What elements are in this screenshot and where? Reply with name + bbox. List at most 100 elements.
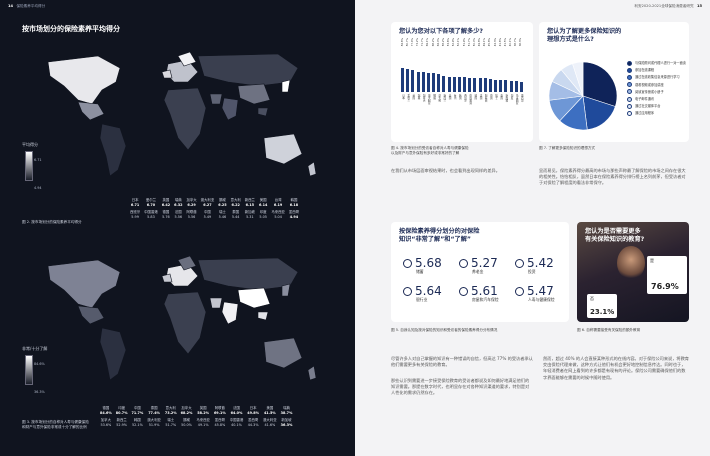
table-cell: 新加坡 [281,417,292,422]
legend-swatch [627,82,632,88]
bar [437,74,441,92]
legend-label: 阅读宣传册或小册子 [635,89,664,94]
legend-swatch [627,110,632,116]
table-cell: 71.7% [131,411,144,415]
table-cell: 6.19 [273,203,283,207]
no-value: 23.1% [590,308,615,316]
pie-legend-item: 参加在线课程 [627,67,686,74]
bar [432,72,435,92]
title-line: 您认为是否需要更多 [585,228,641,235]
table-cell: 5.04 [274,215,282,219]
bar-category-label: 意大利 [437,94,441,102]
legend-label: 参加在线课程 [635,68,655,73]
bar-value-label: 44.3% [493,38,497,47]
card-learning-pie: 您认为了解更多保险知识的 理想方式是什么? 与保险顾问或代理人进行一对一面谈 参加… [539,22,689,142]
bar-category-label: 阿联酋 [484,94,488,102]
card-title: 按保险素养得分划分的对保险 知识“非常了解”和“了解” [399,228,479,244]
table-cell: 49.1% [197,423,209,427]
pie-legend-item: 通过社交媒体平台 [627,103,686,110]
bar-category-label: 印度 [510,94,513,100]
table-row: 5.99 5.83 5.76 5.56 5.56 5.49 5.46 5.44 5.31 5.05… [128,214,301,220]
table-cell: 印度 [118,405,126,410]
card-title: 您认为是否需要更多 有关保险知识的教育? [585,228,644,244]
bar [483,78,487,92]
table-cell: 马来西亚 [196,417,210,422]
table-row: 德国 印度 中国 泰国 意大利 加拿大 英国 阿联酋 法国 日本 美国 瑞典 [98,404,294,410]
bar-value-label: 80.7% [405,38,409,47]
table-row: 加拿大 新西兰 韩国 澳大利亚 瑞士 挪威 马来西亚 墨西哥 中国香港 墨西哥 澳大利亚 新加坡 [98,416,294,422]
legend-label: 观看视频或参加讲座 [635,82,664,87]
table-cell: 马来西亚 [271,209,285,214]
bar-value-label: 38.7% [514,38,518,47]
bar-category-label: 英国 [411,94,415,100]
bar-value-label: 41.6% [498,38,502,47]
bar-value-label: 84.6% [400,38,404,47]
figure-caption-4: 图 4. 按市场划分的受访者自称对人寿与健康保险 以及财产与意外保险有多好或非常… [391,146,469,156]
bar-category-label: 墨西哥 [520,94,524,102]
legend-swatch [627,96,632,102]
caption-line: 图 4. 按市场划分的受访者自称对人寿与健康保险 [391,146,469,150]
bar-value-label: 45.8% [488,38,492,47]
left-header: 14 保险素养平均得分 [8,4,45,9]
table-cell: 51.7% [165,423,177,427]
title-line: 理想方式是什么? [547,36,594,43]
table-cell: 瑞士 [167,417,175,422]
table-cell: 44.3% [247,423,259,427]
legend-label: 与保险顾问或代理人进行一对一面谈 [635,61,686,65]
bar-category-label: 法国 [479,94,482,100]
card-title: 您认为了解更多保险知识的 理想方式是什么? [547,28,621,44]
category-icon [515,287,524,296]
stat-label: 养老金 [472,269,484,274]
legend-swatch [627,60,632,66]
table-cell: 73.2% [164,411,177,415]
table-cell: 6.22 [231,203,240,207]
table-cell: 加拿大 [181,405,192,410]
table-cell: 5.56 [187,215,196,219]
category-icon [403,287,412,296]
bar-value-label: 41.5% [503,38,507,47]
pie-chart [548,61,618,131]
bar [411,70,415,92]
stat-value: 5.64 [415,284,442,298]
table-cell: 38.7% [280,411,293,415]
table-cell: 意大利 [165,405,176,410]
table-cell: 53.6% [100,423,112,427]
bar-value-label: 58.2% [441,38,445,47]
table-cell: 新西兰 [244,197,255,202]
bar-category-label: 瑞典 [417,94,420,100]
bar-category-label: 台湾 [453,94,457,100]
table-cell: 69.1% [213,411,226,415]
figure-caption-3: 图 3. 按市场划分的自称对人寿与健康保险 和财产与意外保险非常或十分了解的比例 [22,420,89,430]
bar-value-label: 36.3% [519,38,523,47]
table-cell: 80.7% [115,411,128,415]
table-cell: 意大利 [230,197,241,202]
caption-line: 以及财产与意外保险有多好或非常好的了解 [391,151,460,155]
paragraph-4: 那些认识到需要进一步接受保险教育的受访者都说及如何最好地满足他们的知识需要。那提… [391,378,530,396]
no-label: 否 [590,296,594,301]
table-cell: 阿联酋 [214,405,225,410]
stat-item: 5.47 人寿与健康保险 [515,285,575,303]
bar-category-label: 韩国 [458,94,462,100]
legend-title: 非常/十分了解 [22,346,48,351]
table-cell: 加拿大 [100,417,111,422]
stat-label: 人寿与健康保险 [528,297,555,302]
table-row: 84.6% 80.7% 71.7% 77.4% 73.2% 68.2% 58.2% 69.1%… [98,410,294,416]
table-cell: 英国 [162,197,170,202]
legend-swatch [627,89,632,95]
table-cell: 阿联酋 [186,209,197,214]
table-cell: 日本 [249,405,257,410]
pie-slice [572,61,584,97]
bar-category-label: 新加坡 [504,94,508,102]
bar [509,80,513,92]
bar-chart: 84.6% 日本 80.7% 爱尔兰 77.4% 英国 73.2% 瑞典 71.7% 加拿大 69.… [395,36,529,140]
title-line: 您认为了解更多保险知识的 [547,28,622,35]
score-table-2: 德国 印度 中国 泰国 意大利 加拿大 英国 阿联酋 法国 日本 美国 瑞典 84.6% 80.7% 71.… [98,404,294,428]
caption-line: 和财产与意外保险非常或十分了解的比例 [22,425,87,429]
table-cell: 45.8% [214,423,226,427]
table-cell: 中国香港 [229,417,244,422]
bar [504,80,508,92]
right-header: 利安2020-2021全球保险消费者研究 15 [634,4,702,9]
legend-label: 通过在线收集信息来源进行学习 [635,75,680,80]
table-cell: 韩国 [134,417,141,422]
table-cell: 6.71 [130,203,140,207]
